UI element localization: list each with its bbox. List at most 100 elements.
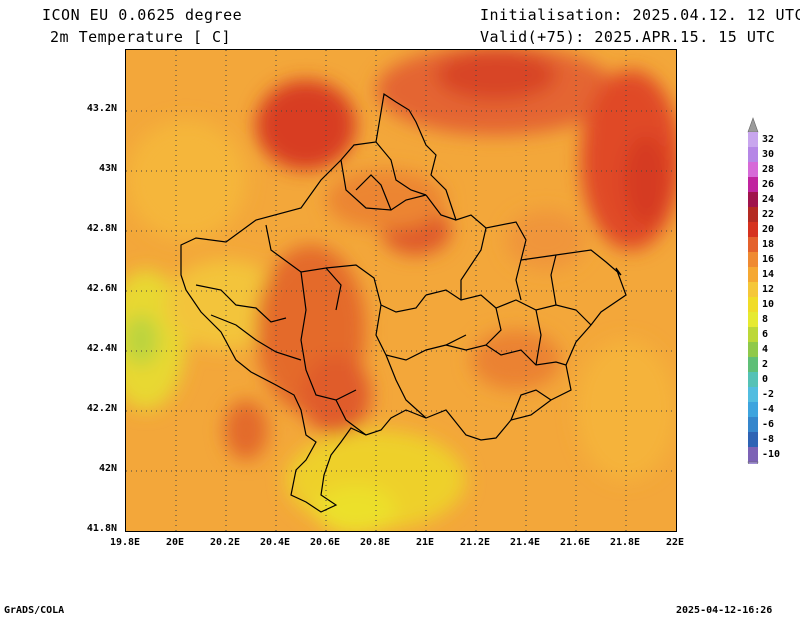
colorbar	[747, 117, 759, 464]
colorbar-level-label: -8	[762, 434, 775, 445]
temperature-field	[126, 50, 676, 531]
colorbar-swatch	[748, 417, 758, 432]
x-tick-label: 21E	[415, 537, 435, 548]
boundary-southeast-1	[485, 307, 502, 346]
colorbar-level-label: 10	[762, 299, 775, 310]
colorbar-level-label: 12	[762, 284, 775, 295]
colorbar-level-label: 18	[762, 239, 775, 250]
y-tick-label: 42.2N	[86, 403, 117, 414]
colorbar-level-label: 0	[762, 374, 769, 385]
boundary-east-4	[460, 227, 487, 300]
x-tick-label: 20.4E	[259, 537, 291, 548]
x-tick-label: 21.2E	[459, 537, 491, 548]
x-tick-label: 20.6E	[309, 537, 341, 548]
y-tick-label: 42.4N	[86, 343, 117, 354]
warm-area-southeast	[471, 330, 561, 390]
boundary-east-6	[550, 254, 592, 326]
colorbar-level-label: 26	[762, 179, 775, 190]
initialisation-label: Initialisation: 2025.04.12. 12 UTC	[480, 6, 800, 24]
colorbar-swatch	[748, 372, 758, 387]
boundary-central-1	[340, 159, 427, 211]
x-tick-label: 20.2E	[209, 537, 241, 548]
hot-spot-east	[624, 135, 668, 225]
y-tick-label: 42.6N	[86, 283, 117, 294]
colorbar-swatch	[748, 387, 758, 402]
warm-spot-southwest	[301, 355, 371, 435]
boundary-southeast-3	[510, 389, 552, 421]
map-canvas	[126, 50, 676, 531]
colorbar-level-label: 28	[762, 164, 775, 175]
x-tick-label: 20E	[165, 537, 185, 548]
boundary-south-1	[335, 399, 367, 436]
hot-spot-north	[436, 50, 556, 100]
boundary-west-3	[265, 224, 342, 311]
y-tick-label: 42N	[98, 463, 117, 474]
y-tick-label: 41.8N	[86, 523, 117, 534]
colorbar-swatch	[748, 132, 758, 147]
colorbar-level-label: 4	[762, 344, 769, 355]
colorbar-level-label: 22	[762, 209, 775, 220]
colorbar-level-label: -4	[762, 404, 775, 415]
colorbar-top-cap	[747, 117, 759, 133]
mild-area-northwest	[126, 120, 246, 240]
cool-spot-west	[126, 315, 159, 365]
valid-time-label: Valid(+75): 2025.APR.15. 15 UTC	[480, 28, 776, 46]
variable-label: 2m Temperature [ C]	[50, 28, 232, 46]
colorbar-swatch	[748, 297, 758, 312]
colorbar-swatch	[748, 327, 758, 342]
boundary-north-inner	[355, 174, 392, 211]
temperature-map	[125, 49, 677, 532]
colorbar-level-label: -2	[762, 389, 775, 400]
warm-band-north	[326, 170, 446, 230]
colorbar-swatch	[748, 447, 758, 462]
boundary-southeast-2	[535, 309, 542, 366]
warm-area-east-central	[506, 210, 586, 270]
boundary-east-2	[425, 289, 557, 311]
colorbar-level-label: 14	[762, 269, 775, 280]
x-tick-label: 21.4E	[509, 537, 541, 548]
colorbar-swatch	[748, 237, 758, 252]
y-tick-label: 42.8N	[86, 223, 117, 234]
colorbar-level-label: 2	[762, 359, 769, 370]
colorbar-level-label: 30	[762, 149, 775, 160]
colorbar-level-label: -10	[762, 449, 781, 460]
colorbar-bottom-cap	[747, 461, 759, 464]
footer-credit: GrADS/COLA	[4, 605, 65, 616]
boundary-east-5	[515, 259, 522, 301]
boundary-east-3	[445, 344, 567, 366]
boundary-east-1	[425, 194, 457, 221]
colorbar-swatch	[748, 207, 758, 222]
colorbar-swatch	[748, 342, 758, 357]
colorbar-level-label: 6	[762, 329, 769, 340]
map-title: ICON EU 0.0625 degree	[42, 6, 243, 24]
map-gridlines	[126, 50, 676, 531]
footer-timestamp: 2025-04-12-16:26	[676, 605, 773, 616]
colorbar-level-label: 16	[762, 254, 775, 265]
y-tick-label: 43N	[98, 163, 117, 174]
colorbar-swatch	[748, 267, 758, 282]
hot-area-north	[256, 80, 356, 170]
x-tick-label: 21.6E	[559, 537, 591, 548]
x-tick-label: 20.8E	[359, 537, 391, 548]
region-boundaries	[180, 92, 627, 513]
x-tick-label: 21.8E	[609, 537, 641, 548]
colorbar-swatch	[748, 147, 758, 162]
colorbar-swatch	[748, 177, 758, 192]
boundary-west-1	[195, 284, 287, 323]
x-tick-label: 19.8E	[109, 537, 141, 548]
colorbar-level-label: 24	[762, 194, 775, 205]
colorbar-swatch	[748, 432, 758, 447]
colorbar-level-label: -6	[762, 419, 775, 430]
colorbar-swatch	[748, 162, 758, 177]
x-tick-label: 22E	[665, 537, 685, 548]
warm-spot-far-west	[224, 400, 268, 460]
colorbar-level-label: 32	[762, 134, 775, 145]
y-tick-label: 43.2N	[86, 103, 117, 114]
colorbar-swatch	[748, 252, 758, 267]
boundary-south-2	[385, 354, 427, 419]
colorbar-swatch	[748, 222, 758, 237]
colorbar-swatch	[748, 402, 758, 417]
colorbar-level-label: 8	[762, 314, 769, 325]
boundary-northeast	[375, 141, 427, 196]
colorbar-swatch	[748, 312, 758, 327]
